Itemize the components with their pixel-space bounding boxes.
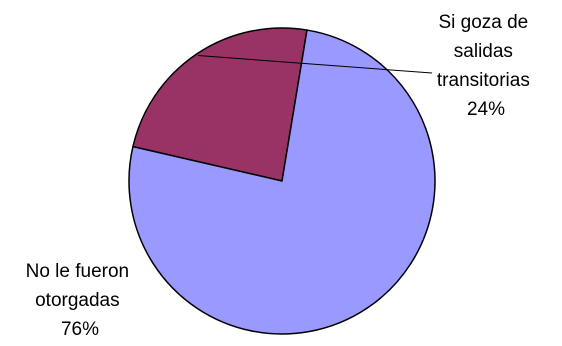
- slice-label-1-line-2: salidas: [454, 41, 513, 62]
- slice-label-1-percent: 24%: [467, 99, 505, 120]
- pie-slice-1: [132, 27, 308, 182]
- slice-label-1: Si goza de salidas transitorias 24%: [437, 12, 535, 120]
- slice-label-2-line-2: otorgadas: [35, 290, 120, 311]
- leader-line-slice-1: [197, 55, 433, 74]
- slice-label-2-line-1: No le fueron: [26, 261, 130, 282]
- pie-slice-2: [128, 29, 436, 335]
- slice-label-2-percent: 76%: [61, 319, 99, 340]
- slice-label-1-line-3: transitorias: [437, 70, 530, 91]
- slice-label-1-line-1: Si goza de: [438, 12, 528, 33]
- pie-slices: [128, 27, 436, 335]
- slice-label-2: No le fueron otorgadas 76%: [26, 261, 135, 340]
